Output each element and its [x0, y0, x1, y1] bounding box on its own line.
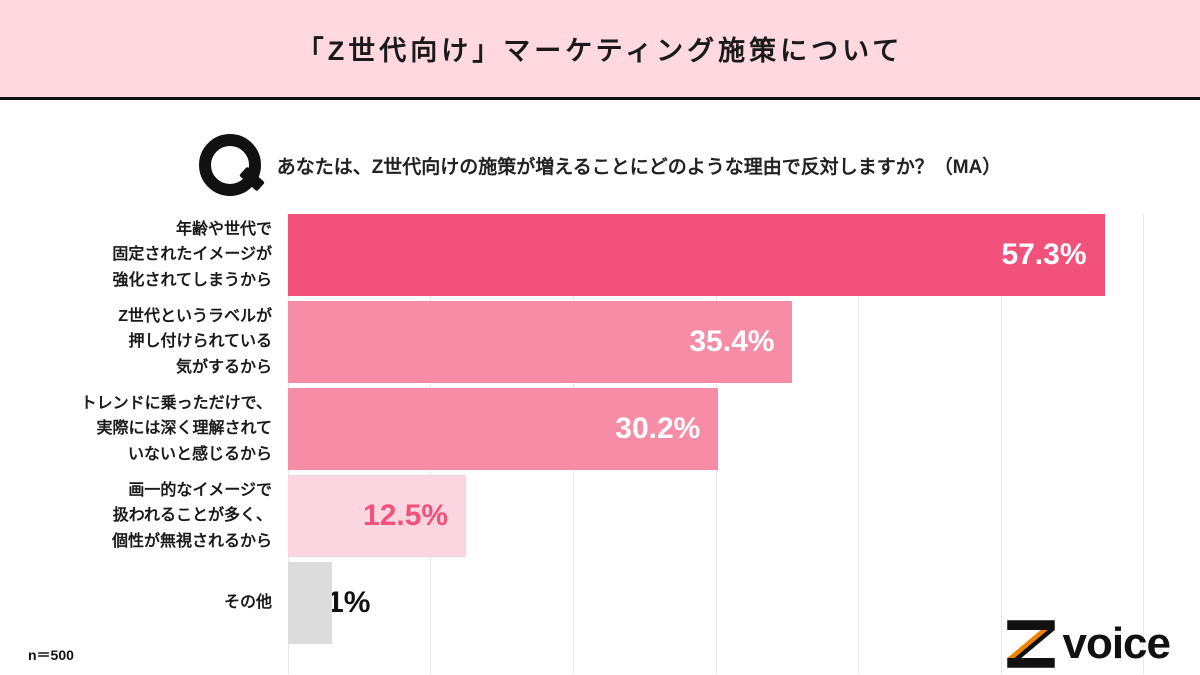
- chart-row: 画一的なイメージで 扱われることが多く、 個性が無視されるから 12.5%: [0, 475, 1200, 557]
- chart-row: トレンドに乗っただけで、 実際には深く理解されて いないと感じるから 30.2%: [0, 388, 1200, 470]
- category-label: その他: [0, 562, 288, 644]
- gridline: [1000, 214, 1002, 674]
- question-row: あなたは、Z世代向けの施策が増えることにどのような理由で反対しますか？（MA）: [0, 134, 1200, 196]
- chart-row: その他 3.1%: [0, 562, 1200, 644]
- category-label-text: 年齢や世代で 固定されたイメージが 強化されてしまうから: [112, 220, 272, 289]
- logo-word: voice: [1062, 619, 1171, 668]
- category-label: Z世代というラベルが 押し付けられている 気がするから: [0, 301, 288, 383]
- bar-track: 3.1%: [288, 562, 1143, 644]
- question-text: あなたは、Z世代向けの施策が増えることにどのような理由で反対しますか？（MA）: [276, 156, 1002, 178]
- question-q-icon: [198, 134, 261, 196]
- gridline: [857, 214, 859, 674]
- page-title: 「Z世代向け」マーケティング施策について: [296, 36, 904, 66]
- bar-track: 35.4%: [288, 301, 1143, 383]
- gridline: [1143, 214, 1144, 674]
- bar-track: 30.2%: [288, 388, 1143, 470]
- bar: 57.3%: [288, 214, 1105, 296]
- category-label-text: その他: [223, 594, 272, 612]
- value-label: 57.3%: [1001, 238, 1087, 271]
- category-label: 画一的なイメージで 扱われることが多く、 個性が無視されるから: [0, 475, 288, 557]
- bar-track: 12.5%: [288, 475, 1143, 557]
- category-label-text: トレンドに乗っただけで、 実際には深く理解されて いないと感じるから: [80, 394, 272, 463]
- bar: [288, 562, 333, 644]
- bar-track: 57.3%: [288, 214, 1143, 296]
- bar: 30.2%: [288, 388, 719, 470]
- value-label: 12.5%: [363, 499, 449, 532]
- category-label-text: 画一的なイメージで 扱われることが多く、 個性が無視されるから: [111, 481, 272, 550]
- category-label-text: Z世代というラベルが 押し付けられている 気がするから: [118, 307, 272, 376]
- chart-row: 年齢や世代で 固定されたイメージが 強化されてしまうから 57.3%: [0, 214, 1200, 296]
- category-label: 年齢や世代で 固定されたイメージが 強化されてしまうから: [0, 214, 288, 296]
- value-label: 35.4%: [689, 325, 775, 358]
- brand-logo: voice: [1004, 617, 1171, 671]
- z-logo-icon: [1007, 620, 1056, 668]
- chart-rows: 年齢や世代で 固定されたイメージが 強化されてしまうから 57.3% Z世代というラベル…: [0, 214, 1200, 674]
- bar: 12.5%: [288, 475, 467, 557]
- category-label: トレンドに乗っただけで、 実際には深く理解されて いないと感じるから: [0, 388, 288, 470]
- bar: 35.4%: [288, 301, 793, 383]
- header-banner: 「Z世代向け」マーケティング施策について: [0, 0, 1200, 100]
- value-label: 30.2%: [615, 412, 701, 445]
- bar-chart: 年齢や世代で 固定されたイメージが 強化されてしまうから 57.3% Z世代というラベル…: [0, 214, 1200, 674]
- sample-size: n＝500: [28, 647, 74, 663]
- chart-row: Z世代というラベルが 押し付けられている 気がするから 35.4%: [0, 301, 1200, 383]
